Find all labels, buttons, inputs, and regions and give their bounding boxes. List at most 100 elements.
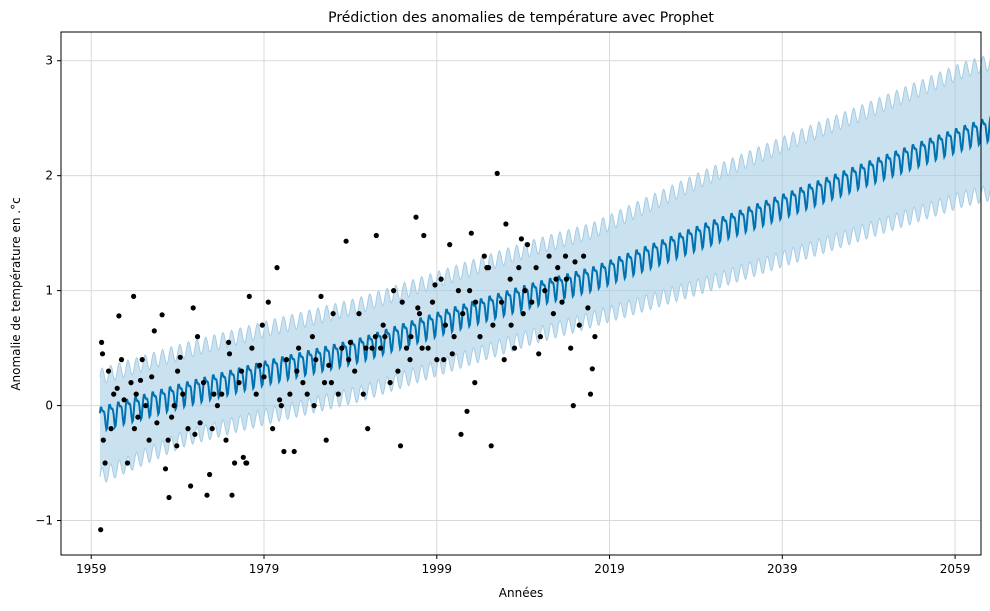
observation-point bbox=[278, 403, 284, 409]
observation-point bbox=[98, 527, 104, 533]
observation-point bbox=[419, 345, 425, 351]
observation-point bbox=[555, 265, 561, 271]
observation-point bbox=[464, 408, 470, 414]
observation-point bbox=[328, 380, 334, 386]
observation-point bbox=[200, 380, 207, 386]
uncertainty-upper-edge bbox=[99, 55, 990, 384]
observation-point bbox=[576, 322, 582, 328]
observation-point bbox=[166, 494, 172, 501]
observation-point bbox=[131, 426, 137, 432]
observation-point bbox=[382, 334, 388, 340]
observation-point bbox=[490, 322, 496, 328]
observation-point bbox=[204, 492, 210, 498]
observation-point bbox=[265, 299, 271, 305]
observation-point bbox=[131, 293, 137, 299]
observation-point bbox=[190, 305, 196, 311]
observation-point bbox=[128, 380, 134, 386]
y-axis-label: Anomalie de température en .°c bbox=[9, 197, 23, 390]
observation-point bbox=[294, 368, 300, 374]
observation-point bbox=[542, 288, 548, 294]
y-tick-label: 1 bbox=[45, 284, 53, 298]
observation-point bbox=[207, 471, 213, 478]
observation-point bbox=[499, 299, 505, 305]
observation-point bbox=[449, 351, 455, 357]
observation-point bbox=[180, 391, 186, 397]
observation-point bbox=[415, 305, 421, 311]
observation-point bbox=[169, 414, 175, 420]
observation-point bbox=[507, 276, 513, 282]
y-tick-label: 3 bbox=[45, 54, 53, 68]
observation-point bbox=[135, 414, 141, 420]
observation-point bbox=[522, 288, 528, 294]
observation-point bbox=[373, 232, 379, 239]
y-tick-label: 0 bbox=[45, 399, 53, 413]
observation-point bbox=[356, 311, 362, 317]
observation-point bbox=[209, 426, 215, 432]
observation-point bbox=[121, 397, 127, 403]
observation-point bbox=[162, 466, 169, 472]
observation-point bbox=[365, 426, 371, 432]
observation-point bbox=[570, 403, 576, 409]
observation-point bbox=[226, 351, 233, 357]
observation-point bbox=[99, 351, 106, 357]
y-axis-ticks: −1 0 1 2 3 bbox=[35, 54, 61, 528]
observation-point bbox=[397, 443, 404, 449]
observation-point bbox=[488, 443, 494, 449]
observation-point bbox=[253, 391, 259, 397]
observation-point bbox=[407, 357, 413, 363]
observation-point bbox=[372, 334, 378, 340]
observation-point bbox=[568, 345, 574, 351]
observation-point bbox=[139, 357, 145, 363]
observation-point bbox=[236, 380, 242, 386]
observation-point bbox=[562, 253, 569, 259]
observation-point bbox=[516, 265, 522, 271]
observation-point bbox=[518, 236, 525, 242]
observation-point bbox=[226, 339, 232, 345]
observation-point bbox=[304, 391, 310, 397]
observation-point bbox=[188, 483, 194, 489]
observation-point bbox=[369, 345, 375, 351]
observation-point bbox=[114, 385, 120, 391]
observation-point bbox=[455, 288, 461, 294]
observation-point bbox=[171, 403, 177, 409]
observation-point bbox=[219, 391, 225, 397]
observation-point bbox=[413, 214, 419, 220]
observation-point bbox=[546, 253, 552, 259]
observation-point bbox=[143, 403, 149, 409]
observation-point bbox=[434, 357, 440, 363]
observation-point bbox=[330, 311, 336, 317]
observation-point bbox=[553, 276, 559, 282]
y-tick-label: −1 bbox=[35, 514, 53, 528]
observation-point bbox=[537, 334, 544, 340]
observation-point bbox=[296, 345, 302, 351]
uncertainty-band-area bbox=[99, 56, 990, 482]
observation-point bbox=[477, 334, 483, 340]
observation-point bbox=[102, 460, 108, 466]
x-tick-label: 2059 bbox=[940, 562, 971, 576]
observation-point bbox=[395, 368, 401, 374]
observation-point bbox=[277, 397, 283, 403]
observation-point bbox=[511, 345, 518, 351]
x-tick-label: 1979 bbox=[249, 562, 280, 576]
observation-point bbox=[261, 374, 267, 380]
observation-point bbox=[335, 391, 341, 397]
observation-point bbox=[447, 242, 453, 248]
observation-point bbox=[175, 368, 181, 374]
observation-point bbox=[387, 380, 393, 386]
chart-title: Prédiction des anomalies de température … bbox=[328, 10, 714, 26]
observation-point bbox=[352, 368, 358, 374]
observation-point bbox=[380, 322, 386, 328]
observation-point bbox=[346, 357, 352, 363]
observation-point bbox=[592, 334, 598, 340]
observation-point bbox=[347, 339, 353, 345]
observation-point bbox=[211, 391, 217, 397]
observation-point bbox=[146, 437, 152, 443]
observation-point bbox=[243, 460, 249, 466]
observation-point bbox=[238, 368, 245, 374]
observation-point bbox=[494, 170, 500, 176]
observation-point bbox=[137, 377, 144, 383]
observation-point bbox=[300, 380, 306, 386]
observation-point bbox=[587, 391, 594, 397]
observation-point bbox=[429, 299, 436, 305]
observation-point bbox=[581, 253, 587, 259]
